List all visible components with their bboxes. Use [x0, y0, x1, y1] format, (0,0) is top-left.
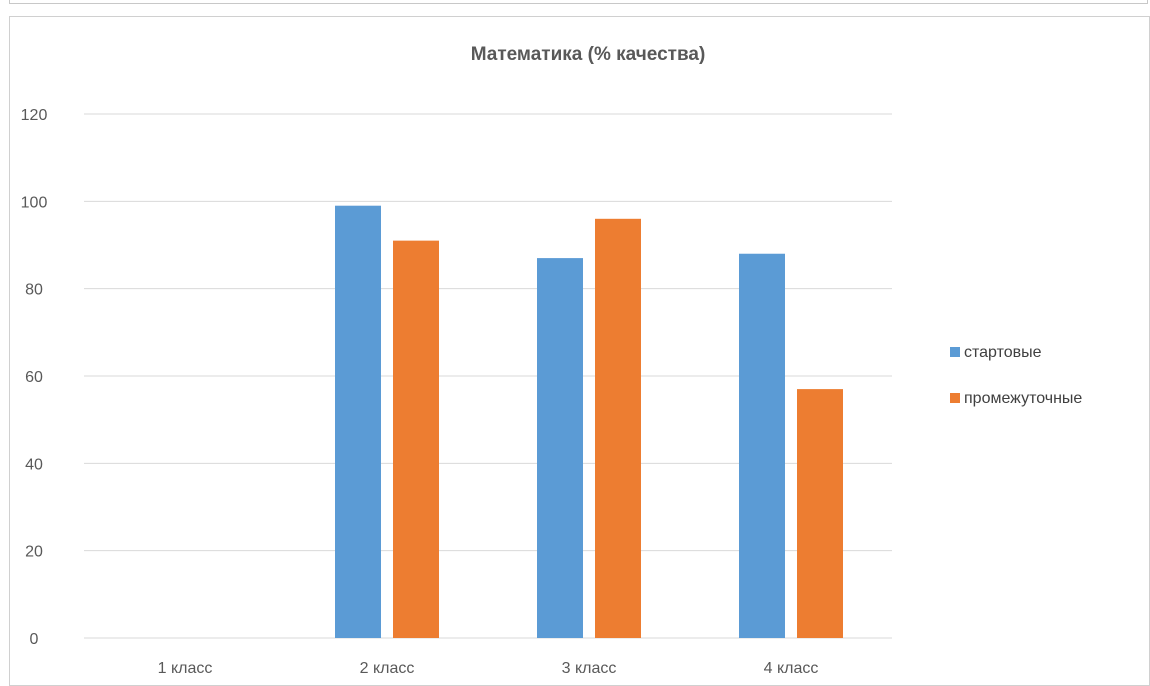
bars — [335, 205, 843, 639]
y-axis-ticks: 0 20 40 60 80 100 120 — [21, 107, 48, 648]
y-tick-label: 120 — [21, 107, 48, 124]
y-tick-label: 20 — [25, 544, 43, 561]
x-tick-label: 2 класс — [360, 660, 415, 677]
chart-title: Математика (% качества) — [471, 44, 706, 65]
y-tick-label: 60 — [25, 369, 43, 386]
y-tick-label: 0 — [30, 631, 39, 648]
x-tick-label: 4 класс — [764, 660, 819, 677]
bar-start-2[interactable] — [335, 205, 381, 638]
x-axis-ticks: 1 класс 2 класс 3 класс 4 класс — [158, 660, 819, 677]
y-tick-label: 80 — [25, 282, 43, 299]
y-tick-label: 40 — [25, 456, 43, 473]
legend-swatch — [950, 347, 960, 357]
legend-label: стартовые — [964, 344, 1042, 361]
x-tick-label: 3 класс — [562, 660, 617, 677]
legend[interactable]: стартовые промежуточные — [950, 344, 1082, 407]
y-tick-label: 100 — [21, 194, 48, 211]
bar-intermediate-3[interactable] — [595, 218, 641, 639]
legend-swatch — [950, 393, 960, 403]
x-tick-label: 1 класс — [158, 660, 213, 677]
bar-intermediate-4[interactable] — [797, 389, 843, 638]
previous-frame-edge — [9, 0, 1148, 4]
bar-start-3[interactable] — [537, 258, 583, 638]
bar-intermediate-2[interactable] — [393, 240, 439, 638]
bar-start-4[interactable] — [739, 253, 785, 638]
legend-label: промежуточные — [964, 390, 1082, 407]
